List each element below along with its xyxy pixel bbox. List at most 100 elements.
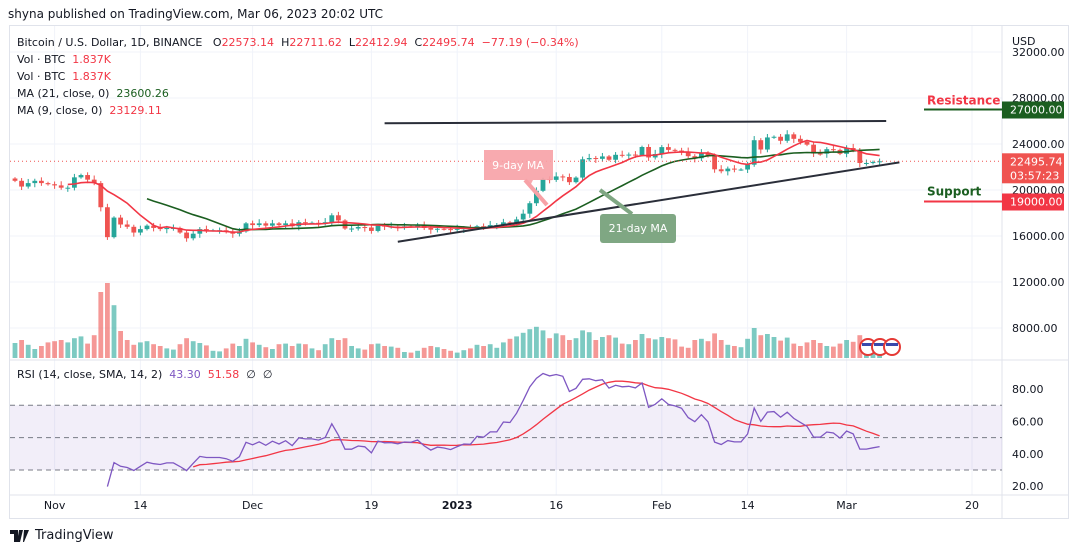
volume-legend-1[interactable]: Vol · BTC 1.837K — [17, 53, 111, 66]
chart-frame — [9, 25, 1069, 519]
candle-body — [78, 175, 84, 178]
volume-bar — [12, 343, 18, 358]
volume-bar — [210, 350, 216, 358]
volume-bar — [421, 347, 427, 358]
candle-body — [817, 153, 823, 155]
candle-body — [600, 156, 605, 159]
volume-bar — [593, 340, 599, 358]
symbol-name[interactable]: Bitcoin / U.S. Dollar, 1D, BINANCE — [17, 36, 203, 49]
time-tick-label: 16 — [549, 499, 563, 512]
candle-body — [765, 137, 770, 150]
volume-bar — [322, 344, 328, 358]
volume-bar — [448, 350, 453, 358]
tradingview-logo[interactable]: TradingView — [10, 528, 114, 543]
candle-body — [270, 223, 275, 226]
volume-bar — [204, 345, 209, 358]
volume-bar — [659, 337, 665, 358]
volume-bar — [197, 343, 203, 358]
volume-bar — [633, 340, 638, 358]
ma9-legend[interactable]: MA (9, close, 0) 23129.11 — [17, 104, 162, 117]
volume-bar — [435, 347, 440, 358]
volume-bar — [171, 349, 176, 358]
candle-body — [105, 207, 110, 238]
candle-body — [487, 225, 493, 227]
volume-bar — [402, 352, 407, 358]
open-value: 22573.14 — [221, 36, 275, 49]
candle-body — [507, 222, 513, 224]
candle-body — [204, 229, 209, 231]
price-tick-label: 12000.00 — [1012, 276, 1065, 289]
candle-body — [349, 228, 354, 230]
resistance-price-tag-text: 27000.00 — [1010, 104, 1063, 117]
candle-body — [111, 217, 117, 238]
candle-body — [58, 185, 64, 188]
volume-bar — [58, 340, 64, 358]
volume-bar — [600, 337, 605, 358]
low-label: L — [348, 36, 355, 49]
candle-body — [243, 223, 249, 232]
volume-bar — [507, 338, 513, 358]
volume-bar — [164, 348, 170, 358]
candle-body — [567, 177, 572, 183]
volume-bar — [652, 339, 658, 358]
volume-bar — [692, 340, 698, 358]
rsi-extra-value: ∅ — [246, 368, 256, 381]
candle-body — [857, 150, 863, 163]
candle-body — [877, 161, 882, 163]
rsi-value: 43.30 — [169, 368, 201, 381]
volume-bar — [276, 344, 282, 358]
volume-bar — [613, 337, 618, 358]
volume-bar — [283, 343, 288, 358]
candle-body — [441, 228, 447, 230]
volume-bar — [355, 348, 361, 358]
candle-body — [52, 184, 57, 186]
volume-bar — [415, 350, 420, 358]
candle-body — [619, 154, 625, 156]
tradingview-logo-icon — [10, 529, 29, 542]
candle-body — [745, 164, 750, 170]
candle-body — [705, 152, 711, 157]
candle-body — [666, 147, 671, 150]
volume-bar — [672, 339, 678, 358]
candle-body — [718, 169, 724, 172]
candle-body — [804, 141, 810, 145]
rsi-legend[interactable]: RSI (14, close, SMA, 14, 2) 43.30 51.58 … — [17, 368, 272, 381]
ma21-legend[interactable]: MA (21, close, 0) 23600.26 — [17, 87, 169, 100]
candle-body — [118, 217, 123, 225]
candle-body — [639, 146, 645, 156]
candle-body — [435, 228, 440, 230]
candle-body — [811, 144, 816, 154]
volume-bar — [243, 338, 249, 358]
volume-bar — [705, 341, 711, 358]
candle-body — [164, 227, 170, 230]
candle-body — [798, 138, 803, 142]
candle-body — [250, 223, 255, 226]
volume-bar — [798, 346, 803, 358]
volume-bar — [270, 349, 275, 358]
volume-bar — [329, 338, 335, 358]
volume-bar — [778, 340, 783, 358]
volume-bar — [124, 340, 130, 358]
us-economic-event-icon — [883, 338, 901, 356]
volume-bar — [699, 338, 704, 358]
volume-bar — [461, 350, 467, 358]
volume-bar — [817, 343, 823, 358]
volume-legend-2[interactable]: Vol · BTC 1.837K — [17, 70, 111, 83]
candle-body — [329, 215, 335, 223]
volume-bar — [573, 338, 579, 358]
candle-body — [501, 222, 506, 226]
volume-bar — [157, 346, 163, 358]
volume-bar — [250, 342, 255, 358]
rsi-sma-line — [192, 380, 880, 468]
volume-bar — [501, 342, 506, 358]
ma9-label: MA (9, close, 0) — [17, 104, 103, 117]
time-tick-label: Dec — [242, 499, 263, 512]
volume-bar — [91, 335, 97, 358]
volume-bar — [534, 326, 539, 358]
price-tick-label: 16000.00 — [1012, 230, 1065, 243]
candle-body — [593, 158, 599, 160]
volume-bar — [39, 346, 44, 358]
volume-bar — [547, 338, 552, 358]
volume-bar — [580, 330, 585, 358]
